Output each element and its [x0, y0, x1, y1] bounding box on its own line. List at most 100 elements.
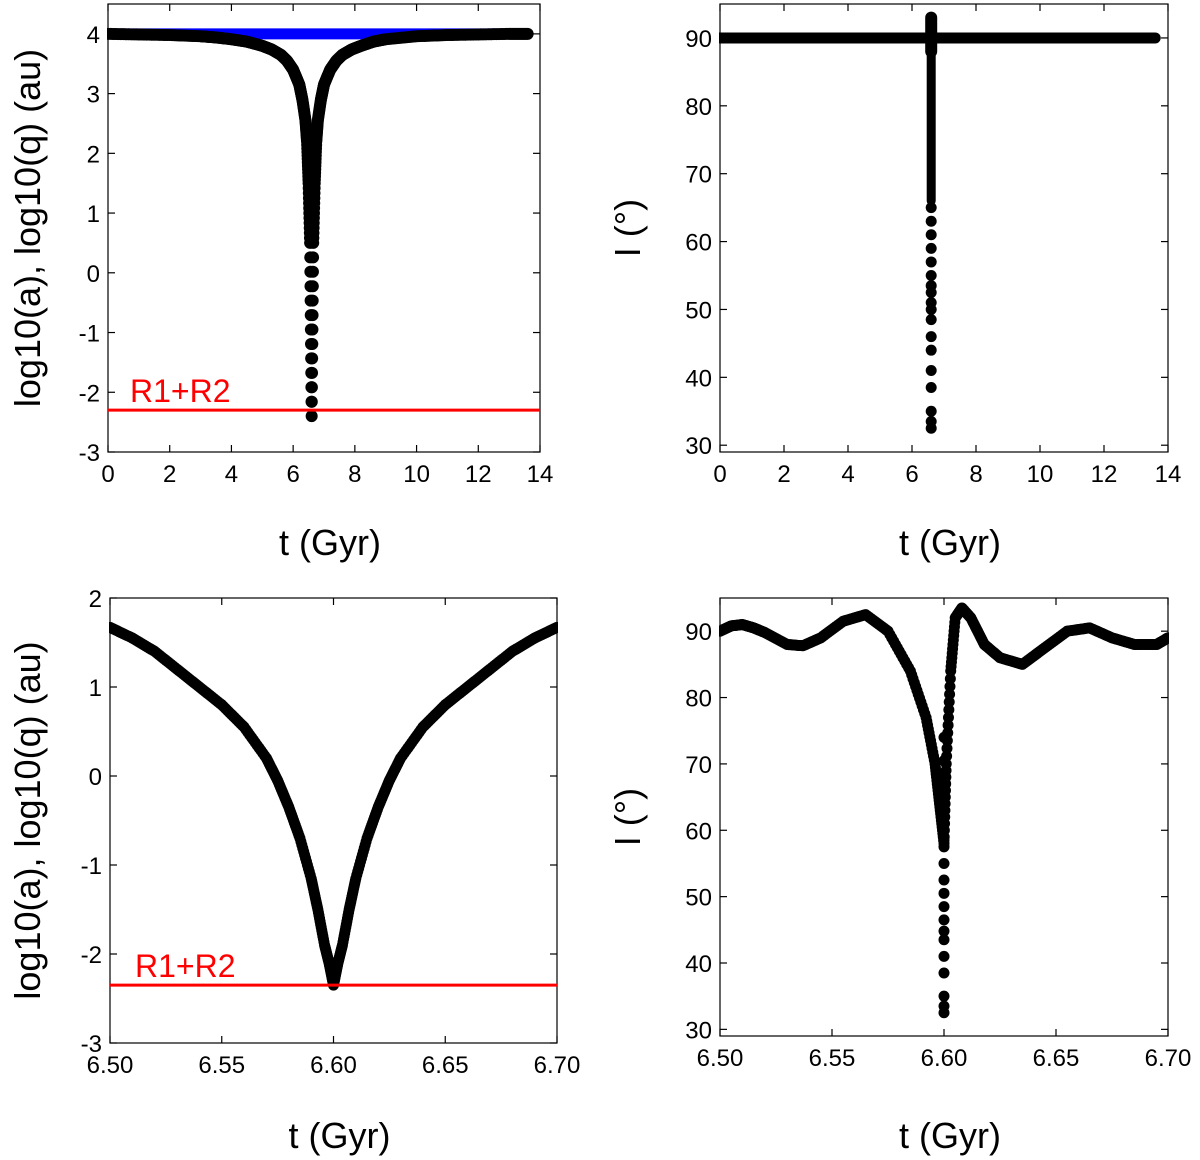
data-point	[938, 755, 950, 767]
data-point	[925, 405, 937, 417]
x-tick-label: 14	[527, 461, 554, 488]
y-tick-label: 70	[685, 752, 712, 779]
data-point	[306, 366, 319, 379]
y-tick-label: 50	[685, 885, 712, 912]
x-tick-label: 6	[286, 461, 299, 488]
data-point	[938, 794, 950, 806]
x-tick-label: 14	[1155, 461, 1182, 488]
data-point	[306, 323, 319, 336]
y-tick-label: -1	[81, 853, 102, 880]
x-tick-label: 4	[225, 461, 238, 488]
data-point	[305, 381, 318, 394]
x-tick-label: 0	[713, 461, 726, 488]
y-tick-label: 2	[87, 141, 100, 168]
plot-area	[719, 602, 1169, 1019]
y-axis-label: log10(a), log10(q) (au)	[7, 641, 48, 999]
x-axis-label: t (Gyr)	[279, 522, 381, 563]
data-point	[925, 344, 937, 356]
data-point	[938, 914, 950, 926]
y-tick-label: 80	[685, 686, 712, 713]
data-point	[925, 382, 937, 394]
panel-top-right: 0 2 4 6 8 10 12 14 30 40 50 60 70 80 90 t (Gyr) I (°)	[607, 3, 1182, 563]
y-tick-label: 1	[89, 675, 102, 702]
data-point	[942, 719, 954, 731]
data-point	[925, 280, 937, 292]
x-axis-label: t (Gyr)	[289, 1115, 391, 1156]
data-point	[938, 967, 950, 979]
series-i	[719, 602, 1169, 850]
data-point	[938, 771, 950, 783]
data-point	[306, 265, 319, 278]
x-tick-label: 0	[101, 461, 114, 488]
x-tick-label: 6.55	[809, 1045, 856, 1072]
data-point	[521, 27, 534, 40]
y-tick-label: 0	[89, 764, 102, 791]
plot-frame	[719, 3, 1169, 453]
data-point	[938, 834, 950, 846]
data-point	[925, 202, 937, 214]
panel-bottom-right: 6.50 6.55 6.60 6.65 6.70 30 40 50 60 70 80 90 t (Gyr…	[607, 597, 1191, 1156]
x-tick-label: 4	[841, 461, 854, 488]
reference-line-label: R1+R2	[130, 373, 231, 409]
x-tick-label: 6.65	[1033, 1045, 1080, 1072]
data-point	[938, 874, 950, 886]
y-tick-label: 0	[87, 261, 100, 288]
data-point	[306, 280, 319, 293]
y-axis-label: I (°)	[607, 788, 648, 846]
x-tick-label: 12	[1091, 461, 1118, 488]
x-tick-label: 6.50	[87, 1052, 134, 1079]
data-point	[938, 811, 950, 823]
series-i	[719, 11, 1161, 206]
y-tick-label: 90	[685, 619, 712, 646]
series-log10-q-	[109, 621, 558, 991]
y-tick-label: 40	[685, 365, 712, 392]
data-point	[941, 742, 953, 754]
y-tick-label: -2	[79, 380, 100, 407]
series-log10-q-	[107, 27, 534, 423]
data-point	[938, 1000, 950, 1012]
y-tick-label: 70	[685, 162, 712, 189]
y-tick-label: -3	[79, 440, 100, 467]
data-point	[938, 824, 950, 836]
plot-area	[719, 11, 1161, 434]
plot-area	[107, 27, 534, 423]
data-point	[306, 294, 319, 307]
data-point	[925, 256, 937, 268]
y-tick-label: 60	[685, 230, 712, 257]
data-point	[925, 314, 937, 326]
y-tick-label: 30	[685, 433, 712, 460]
x-tick-label: 8	[969, 461, 982, 488]
y-tick-label: 1	[87, 201, 100, 228]
reference-line-label: R1+R2	[135, 948, 236, 984]
data-point	[938, 731, 950, 743]
data-point	[943, 704, 955, 716]
y-tick-label: 90	[685, 26, 712, 53]
data-point	[942, 711, 954, 723]
data-point	[943, 696, 955, 708]
data-point	[925, 242, 937, 254]
y-tick-label: 60	[685, 818, 712, 845]
y-tick-label: -2	[81, 942, 102, 969]
y-tick-label: -3	[81, 1031, 102, 1058]
x-tick-label: 12	[465, 461, 492, 488]
data-point	[925, 365, 937, 377]
plot-area	[109, 621, 558, 991]
x-tick-label: 10	[1027, 461, 1054, 488]
y-tick-label: 30	[685, 1017, 712, 1044]
data-point	[938, 925, 950, 937]
data-point	[938, 950, 950, 962]
x-tick-label: 8	[348, 461, 361, 488]
x-tick-label: 2	[163, 461, 176, 488]
x-tick-label: 10	[403, 461, 430, 488]
y-tick-label: -1	[79, 321, 100, 348]
x-tick-label: 6.50	[697, 1045, 744, 1072]
x-tick-label: 6.60	[921, 1045, 968, 1072]
y-tick-label: 3	[87, 82, 100, 109]
series-outliers	[925, 202, 937, 434]
y-tick-label: 80	[685, 94, 712, 121]
data-point	[938, 887, 950, 899]
data-point	[944, 673, 956, 685]
y-axis-label: log10(a), log10(q) (au)	[7, 49, 48, 407]
